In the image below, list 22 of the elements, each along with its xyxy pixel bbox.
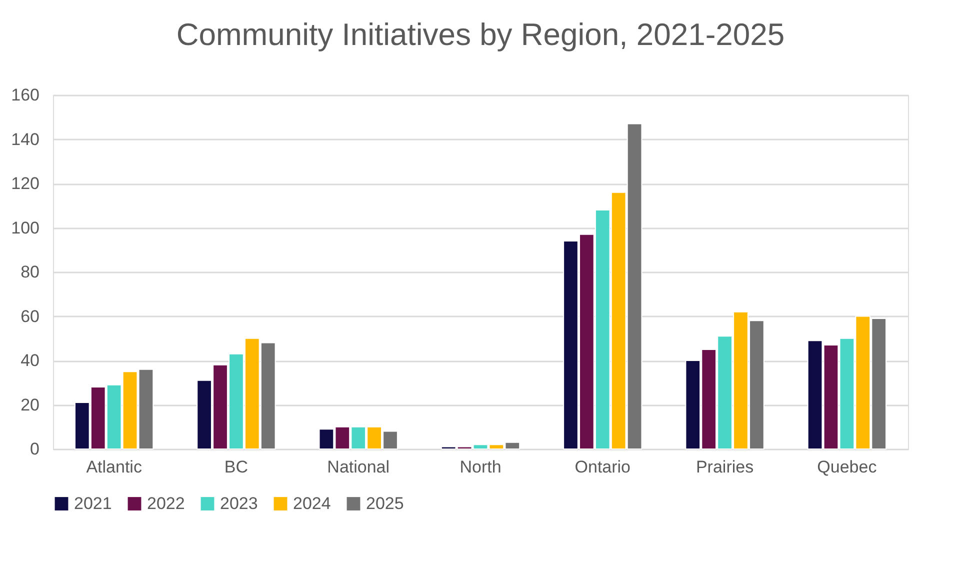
y-tick-label: 160 xyxy=(11,86,40,104)
y-tick-label: 100 xyxy=(11,218,40,238)
chart-title: Community Initiatives by Region, 2021-2025 xyxy=(176,17,785,52)
x-tick-label: National xyxy=(327,458,390,476)
legend-label: 2021 xyxy=(74,494,112,513)
x-tick-label: Ontario xyxy=(574,458,631,476)
x-tick-label: BC xyxy=(224,458,248,476)
x-tick-label: Prairies xyxy=(696,458,754,476)
legend-label: 2024 xyxy=(293,494,331,513)
y-tick-label: 120 xyxy=(11,174,40,193)
legend-label: 2022 xyxy=(147,494,185,513)
legend-label: 2025 xyxy=(366,494,404,513)
y-tick-label: 0 xyxy=(30,440,40,458)
x-tick-label: North xyxy=(460,458,502,476)
y-tick-label: 140 xyxy=(11,130,40,149)
legend-label: 2023 xyxy=(220,494,258,513)
x-tick-label: Quebec xyxy=(817,458,878,476)
y-tick-label: 80 xyxy=(20,262,40,282)
y-tick-label: 40 xyxy=(20,351,40,370)
y-tick-label: 20 xyxy=(20,395,40,414)
y-tick-label: 60 xyxy=(20,306,40,326)
x-tick-label: Atlantic xyxy=(86,458,142,476)
